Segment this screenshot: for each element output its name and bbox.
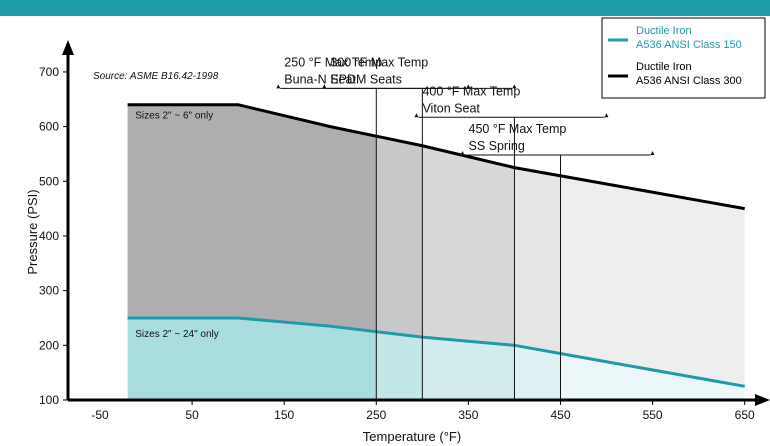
temp-limit-title-2: 400 °F Max Temp [422, 84, 520, 98]
class300-band-3 [514, 167, 561, 354]
temperature-bands [127, 104, 745, 400]
class300-band-2 [422, 145, 515, 346]
temp-limit-arrow-right-1 [512, 84, 517, 89]
y-tick-label-4: 500 [39, 174, 59, 188]
top-accent-bar [0, 0, 770, 16]
region-label-0: Sizes 2" ~ 6" only [135, 110, 213, 121]
temp-limit-subtitle-2: Viton Seat [422, 101, 480, 115]
temp-limit-arrow-right-3 [650, 151, 655, 156]
temp-limit-arrow-right-2 [604, 113, 609, 118]
temp-limit-subtitle-1: EPDM Seats [330, 72, 402, 86]
y-tick-label-0: 100 [39, 393, 59, 407]
y-tick-label-2: 300 [39, 284, 59, 298]
x-tick-label-6: 550 [643, 408, 663, 422]
y-axis-title: Pressure (PSI) [25, 189, 40, 274]
y-axis-arrow [62, 40, 74, 55]
class300-band-4 [560, 175, 745, 387]
class150-band-1 [376, 331, 423, 400]
legend-label-0-line2: A536 ANSI Class 150 [636, 39, 742, 51]
class150-line [127, 316, 745, 388]
temp-limit-subtitle-3: SS Spring [469, 139, 525, 153]
class300-line [127, 103, 745, 211]
x-tick-label-1: 50 [185, 408, 199, 422]
class150-band-4 [560, 353, 745, 400]
x-tick-label-5: 450 [550, 408, 570, 422]
y-tick-label-1: 200 [39, 338, 59, 352]
temp-limit-title-1: 300 °F Max Temp [330, 55, 428, 69]
temp-limit-arrow-left-0 [276, 84, 281, 89]
class150-band-3 [514, 345, 561, 400]
temperature-limit-annotations: 250 °F Max Temp Buna-N Seat 300 °F Max Tem… [276, 55, 655, 400]
class300-band-0 [127, 104, 377, 332]
class150-band-0 [127, 317, 377, 400]
temp-limit-arrow-left-1 [322, 84, 327, 89]
chart-labels: Temperature (°F) Pressure (PSI) Source: … [25, 71, 461, 444]
x-tick-label-4: 350 [458, 408, 478, 422]
x-tick-label-0: -50 [91, 408, 109, 422]
x-axis-title: Temperature (°F) [363, 429, 461, 444]
temp-limit-subtitle-0: Buna-N Seat [284, 72, 356, 86]
class150-band-2 [422, 337, 515, 400]
legend-label-1-line2: A536 ANSI Class 300 [636, 75, 742, 87]
temp-limit-arrow-left-3 [460, 151, 465, 156]
x-tick-label-3: 250 [366, 408, 386, 422]
temp-limit-title-3: 450 °F Max Temp [469, 122, 567, 136]
y-tick-label-6: 700 [39, 65, 59, 79]
x-axis-arrow [755, 394, 770, 406]
class300-band-1 [376, 136, 423, 338]
x-tick-label-7: 650 [735, 408, 755, 422]
legend-box [601, 17, 766, 99]
temp-limit-arrow-left-2 [414, 113, 419, 118]
axes: -50 50 150 250 350 450 550 650 100 200 300 400 500 60… [39, 40, 770, 422]
legend-label-0-line1: Ductile Iron [636, 25, 692, 37]
legend: Ductile Iron A536 ANSI Class 150 Ductile I… [601, 17, 766, 99]
legend-label-1-line1: Ductile Iron [636, 61, 692, 73]
source-note: Source: ASME B16.42-1998 [93, 71, 219, 82]
y-tick-label-3: 400 [39, 229, 59, 243]
temp-limit-arrow-right-0 [466, 84, 471, 89]
temp-limit-title-0: 250 °F Max Temp [284, 55, 382, 69]
y-tick-label-5: 600 [39, 120, 59, 134]
x-tick-label-2: 150 [274, 408, 294, 422]
region-label-1: Sizes 2" ~ 24" only [135, 329, 219, 340]
